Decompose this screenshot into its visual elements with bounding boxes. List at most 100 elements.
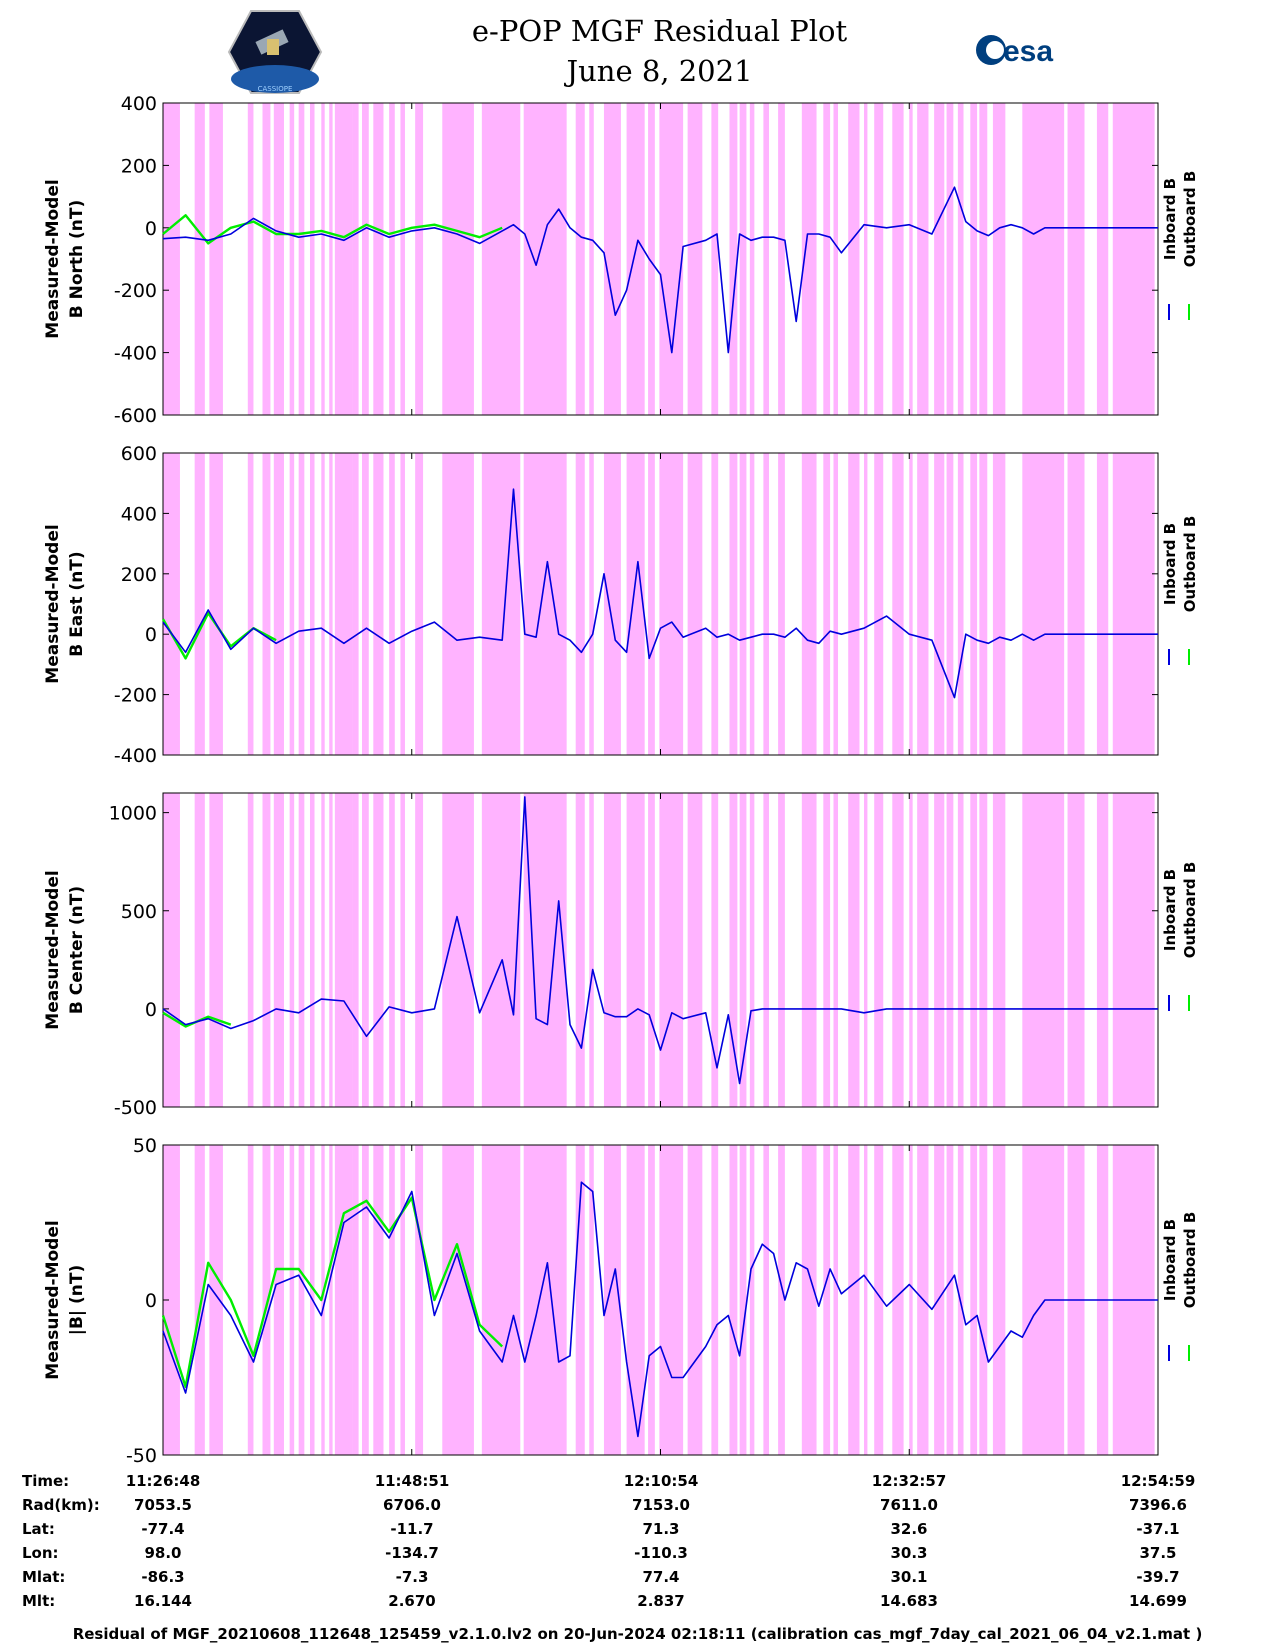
shade-band bbox=[801, 1145, 817, 1455]
esa-logo: esa bbox=[976, 35, 1053, 68]
ephemeris-value: 32.6 bbox=[890, 1520, 928, 1538]
shade-band bbox=[247, 1145, 254, 1455]
shade-band bbox=[739, 1145, 747, 1455]
shade-band bbox=[749, 103, 755, 415]
shade-band bbox=[823, 103, 831, 415]
ephemeris-value: 71.3 bbox=[642, 1520, 680, 1538]
shade-band bbox=[823, 453, 831, 755]
shade-band bbox=[934, 103, 945, 415]
panel-2: 600 400 200 0 -200 -400 Measured-Model B East (… bbox=[43, 443, 1199, 767]
shade-band bbox=[262, 103, 271, 415]
shade-band bbox=[262, 1145, 271, 1455]
shade-band bbox=[163, 793, 180, 1107]
shade-band bbox=[778, 453, 785, 755]
shade-band bbox=[979, 453, 988, 755]
shade-band bbox=[946, 793, 954, 1107]
shade-band bbox=[763, 793, 770, 1107]
shade-band bbox=[400, 793, 405, 1107]
shade-band bbox=[934, 1145, 945, 1455]
shade-band bbox=[309, 793, 315, 1107]
series-line-inboard bbox=[162, 488, 1158, 699]
shade-band bbox=[687, 1145, 703, 1455]
y-axis-label: |B| (nT) bbox=[67, 1265, 87, 1336]
legend-inboard: Inboard B bbox=[1161, 869, 1179, 951]
shade-band bbox=[946, 103, 954, 415]
y-axis-label: Measured-Model bbox=[43, 524, 63, 683]
series-line-outboard bbox=[161, 1196, 504, 1389]
y-axis-label: B East (nT) bbox=[67, 551, 87, 656]
shade-band bbox=[763, 1145, 770, 1455]
ephemeris-value: 7053.5 bbox=[134, 1496, 192, 1514]
shade-band bbox=[1112, 103, 1155, 415]
shade-band bbox=[874, 103, 884, 415]
shade-band bbox=[823, 793, 831, 1107]
shade-band bbox=[848, 103, 860, 415]
y-tick-label: -200 bbox=[114, 685, 157, 707]
shade-band bbox=[389, 1145, 395, 1455]
shade-band bbox=[934, 453, 945, 755]
ephemeris-value: 30.3 bbox=[890, 1544, 928, 1562]
panel-4: 50 0 -50 Measured-Model |B| (nT) Inboard B Out… bbox=[43, 1135, 1199, 1467]
shade-band bbox=[874, 453, 884, 755]
shade-band bbox=[1096, 453, 1109, 755]
shade-band bbox=[352, 453, 359, 755]
shade-band bbox=[833, 1145, 839, 1455]
shade-band bbox=[389, 103, 395, 415]
shade-band bbox=[603, 103, 621, 415]
ephemeris-row-label: Mlat: bbox=[22, 1568, 66, 1586]
shade-band bbox=[992, 103, 1006, 415]
shade-band bbox=[194, 793, 205, 1107]
shade-band bbox=[209, 793, 223, 1107]
shade-band bbox=[833, 453, 839, 755]
shade-band bbox=[823, 1145, 831, 1455]
shade-band bbox=[575, 453, 585, 755]
shade-band bbox=[334, 103, 353, 415]
shade-band bbox=[309, 103, 315, 415]
shade-band bbox=[979, 103, 988, 415]
shade-band bbox=[739, 103, 747, 415]
ephemeris-value: -7.3 bbox=[395, 1568, 429, 1586]
shade-band bbox=[362, 453, 369, 755]
panel-1: 400 200 0 -200 -400 -600 Measured-Model B North… bbox=[43, 93, 1199, 427]
y-tick-label: -50 bbox=[126, 1445, 157, 1467]
shade-band bbox=[892, 103, 904, 415]
y-axis-label: Measured-Model bbox=[43, 870, 63, 1029]
y-tick-label: 600 bbox=[121, 443, 157, 465]
ephemeris-value: 2.837 bbox=[637, 1592, 685, 1610]
shade-band bbox=[247, 793, 254, 1107]
shade-band bbox=[864, 453, 868, 755]
shade-band bbox=[481, 1145, 521, 1455]
shade-band bbox=[909, 103, 913, 415]
y-tick-label: 0 bbox=[145, 624, 157, 646]
series-line-outboard bbox=[162, 214, 503, 245]
y-tick-label: 0 bbox=[145, 1290, 157, 1312]
shade-band bbox=[194, 1145, 205, 1455]
shade-band bbox=[739, 453, 747, 755]
shade-band bbox=[289, 1145, 295, 1455]
shade-band bbox=[589, 453, 594, 755]
shade-band bbox=[373, 453, 384, 755]
shade-band bbox=[626, 1145, 645, 1455]
legend-outboard: Outboard B bbox=[1181, 862, 1199, 959]
legend-inboard: Inboard B bbox=[1161, 523, 1179, 605]
shade-band bbox=[373, 1145, 384, 1455]
svg-text:CASSIOPE: CASSIOPE bbox=[258, 85, 293, 93]
shade-band bbox=[946, 453, 954, 755]
shade-band bbox=[442, 793, 474, 1107]
shade-band bbox=[373, 103, 384, 415]
y-tick-label: -400 bbox=[114, 745, 157, 767]
shade-band bbox=[400, 1145, 405, 1455]
shade-band bbox=[298, 1145, 305, 1455]
ephemeris-value: -110.3 bbox=[634, 1544, 688, 1562]
shade-band bbox=[415, 103, 424, 415]
shade-band bbox=[389, 793, 395, 1107]
ephemeris-value: -77.4 bbox=[141, 1520, 185, 1538]
shade-band bbox=[1022, 793, 1065, 1107]
shade-band bbox=[648, 103, 655, 415]
shade-band bbox=[589, 793, 594, 1107]
shade-band bbox=[163, 103, 180, 415]
shade-band bbox=[415, 1145, 424, 1455]
shade-band bbox=[603, 793, 621, 1107]
shade-band bbox=[442, 453, 474, 755]
